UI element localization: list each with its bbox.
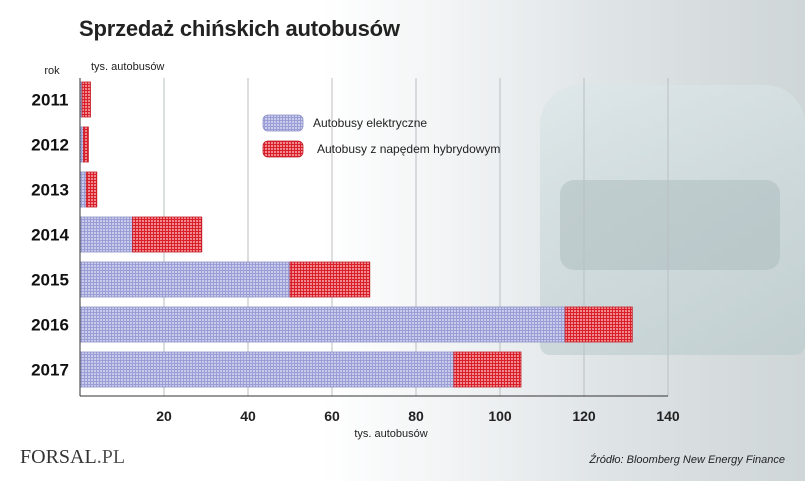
category-label: 2014 — [31, 226, 69, 245]
brand-suffix: .PL — [96, 446, 126, 468]
bar-electric — [79, 306, 566, 343]
bar-hybrid — [82, 126, 89, 163]
legend-swatch — [262, 140, 304, 158]
category-label: 2011 — [32, 91, 69, 110]
bar-electric — [79, 216, 133, 253]
bar-hybrid — [85, 171, 98, 208]
category-label: 2013 — [31, 181, 69, 200]
top-axis-label: tys. autobusów — [91, 61, 164, 73]
category-label: 2017 — [31, 361, 69, 380]
x-tick-label: 40 — [240, 408, 256, 424]
chart-title: Sprzedaż chińskich autobusów — [79, 16, 400, 41]
row-axis-label: rok — [44, 65, 60, 77]
category-label: 2016 — [31, 316, 69, 335]
bar-hybrid — [132, 216, 203, 253]
bar-electric — [79, 126, 84, 163]
bar-hybrid — [564, 306, 633, 343]
brand-logo: FORSAL.PL — [16, 444, 130, 471]
legend-swatch — [262, 114, 304, 132]
category-label: 2015 — [31, 271, 69, 290]
bar-electric — [79, 171, 87, 208]
x-tick-label: 100 — [488, 408, 512, 424]
legend-label: Autobusy z napędem hybrydowym — [317, 142, 500, 156]
x-tick-label: 140 — [656, 408, 680, 424]
x-tick-label: 20 — [156, 408, 172, 424]
brand-name: FORSAL — [20, 446, 97, 468]
category-label: 2012 — [31, 136, 69, 155]
bar-hybrid — [289, 261, 371, 298]
source-note: Źródło: Bloomberg New Energy Finance — [589, 454, 785, 466]
x-tick-label: 120 — [572, 408, 596, 424]
bar-electric — [79, 261, 291, 298]
bar-electric — [79, 351, 455, 388]
legend-label: Autobusy elektryczne — [313, 116, 427, 130]
x-axis-label: tys. autobusów — [354, 428, 427, 440]
bus-window-image — [560, 180, 780, 270]
x-tick-label: 80 — [408, 408, 424, 424]
bar-hybrid — [81, 81, 91, 118]
x-tick-label: 60 — [324, 408, 340, 424]
bar-hybrid — [453, 351, 522, 388]
